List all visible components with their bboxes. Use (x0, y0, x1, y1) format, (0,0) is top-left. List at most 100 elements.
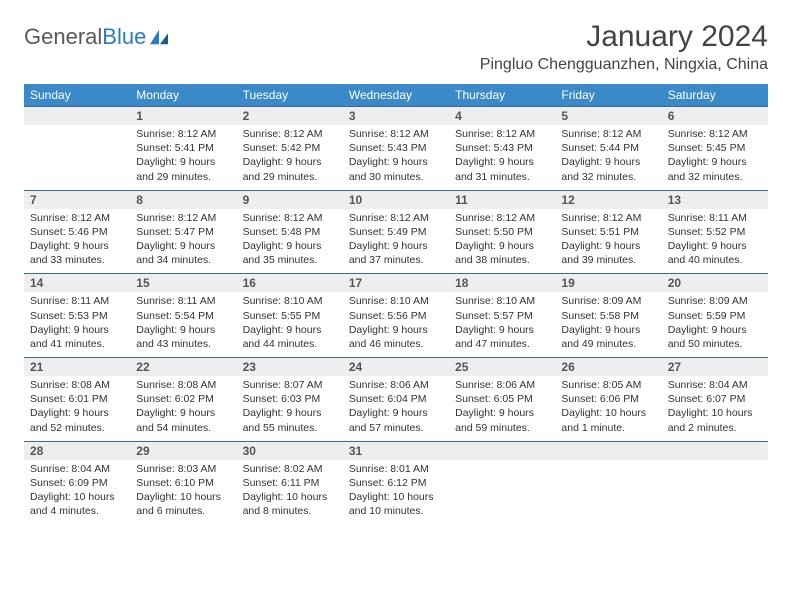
sunrise-label: Sunrise: 8:04 AM (30, 462, 124, 476)
logo-part2: Blue (102, 24, 146, 49)
daylight-label: Daylight: 10 hours and 2 minutes. (668, 406, 762, 434)
day-detail: Sunrise: 8:12 AMSunset: 5:41 PMDaylight:… (130, 125, 236, 190)
day-number: 26 (555, 358, 661, 376)
weekday-header: Friday (555, 84, 661, 106)
day-number: 5 (555, 107, 661, 125)
daylight-label: Daylight: 9 hours and 57 minutes. (349, 406, 443, 434)
sunset-label: Sunset: 5:49 PM (349, 225, 443, 239)
detail-row: Sunrise: 8:08 AMSunset: 6:01 PMDaylight:… (24, 376, 768, 441)
sunset-label: Sunset: 5:53 PM (30, 309, 124, 323)
daylight-label: Daylight: 9 hours and 32 minutes. (668, 155, 762, 183)
day-number: 31 (343, 442, 449, 460)
sunrise-label: Sunrise: 8:12 AM (668, 127, 762, 141)
daylight-label: Daylight: 9 hours and 52 minutes. (30, 406, 124, 434)
sunrise-label: Sunrise: 8:12 AM (136, 127, 230, 141)
day-number: 13 (662, 191, 768, 209)
location-label: Pingluo Chengguanzhen, Ningxia, China (480, 56, 768, 74)
sunset-label: Sunset: 6:04 PM (349, 392, 443, 406)
title-block: January 2024 Pingluo Chengguanzhen, Ning… (480, 20, 768, 74)
daylight-label: Daylight: 10 hours and 8 minutes. (243, 490, 337, 518)
sunrise-label: Sunrise: 8:11 AM (136, 294, 230, 308)
sunrise-label: Sunrise: 8:10 AM (243, 294, 337, 308)
day-number: 14 (24, 274, 130, 292)
sunrise-label: Sunrise: 8:12 AM (561, 211, 655, 225)
day-detail: Sunrise: 8:03 AMSunset: 6:10 PMDaylight:… (130, 460, 236, 525)
day-number: 29 (130, 442, 236, 460)
day-detail: Sunrise: 8:10 AMSunset: 5:56 PMDaylight:… (343, 292, 449, 357)
sunset-label: Sunset: 6:05 PM (455, 392, 549, 406)
weekday-header: Sunday (24, 84, 130, 106)
sunset-label: Sunset: 5:48 PM (243, 225, 337, 239)
sunset-label: Sunset: 5:43 PM (455, 141, 549, 155)
daylight-label: Daylight: 9 hours and 50 minutes. (668, 323, 762, 351)
day-detail: Sunrise: 8:12 AMSunset: 5:47 PMDaylight:… (130, 209, 236, 274)
detail-row: Sunrise: 8:12 AMSunset: 5:41 PMDaylight:… (24, 125, 768, 190)
header: GeneralBlue January 2024 Pingluo Chenggu… (24, 20, 768, 74)
sunset-label: Sunset: 5:44 PM (561, 141, 655, 155)
weeks-container: 123456Sunrise: 8:12 AMSunset: 5:41 PMDay… (24, 106, 768, 524)
day-detail: Sunrise: 8:08 AMSunset: 6:02 PMDaylight:… (130, 376, 236, 441)
sunrise-label: Sunrise: 8:11 AM (30, 294, 124, 308)
day-detail (555, 460, 661, 525)
sunset-label: Sunset: 5:50 PM (455, 225, 549, 239)
sunrise-label: Sunrise: 8:05 AM (561, 378, 655, 392)
sunrise-label: Sunrise: 8:06 AM (349, 378, 443, 392)
daylight-label: Daylight: 9 hours and 59 minutes. (455, 406, 549, 434)
day-number: 7 (24, 191, 130, 209)
day-detail: Sunrise: 8:10 AMSunset: 5:55 PMDaylight:… (237, 292, 343, 357)
sunrise-label: Sunrise: 8:08 AM (30, 378, 124, 392)
daynum-row: 14151617181920 (24, 273, 768, 292)
logo-sail-icon (148, 28, 170, 46)
sunrise-label: Sunrise: 8:09 AM (668, 294, 762, 308)
day-number: 15 (130, 274, 236, 292)
detail-row: Sunrise: 8:11 AMSunset: 5:53 PMDaylight:… (24, 292, 768, 357)
day-detail: Sunrise: 8:11 AMSunset: 5:53 PMDaylight:… (24, 292, 130, 357)
day-number (662, 442, 768, 460)
day-number: 11 (449, 191, 555, 209)
daynum-row: 123456 (24, 106, 768, 125)
sunrise-label: Sunrise: 8:08 AM (136, 378, 230, 392)
daylight-label: Daylight: 9 hours and 46 minutes. (349, 323, 443, 351)
day-detail: Sunrise: 8:12 AMSunset: 5:49 PMDaylight:… (343, 209, 449, 274)
day-number: 1 (130, 107, 236, 125)
day-number: 6 (662, 107, 768, 125)
detail-row: Sunrise: 8:12 AMSunset: 5:46 PMDaylight:… (24, 209, 768, 274)
sunset-label: Sunset: 6:01 PM (30, 392, 124, 406)
sunset-label: Sunset: 6:12 PM (349, 476, 443, 490)
sunrise-label: Sunrise: 8:10 AM (455, 294, 549, 308)
day-detail: Sunrise: 8:12 AMSunset: 5:45 PMDaylight:… (662, 125, 768, 190)
sunset-label: Sunset: 5:41 PM (136, 141, 230, 155)
sunset-label: Sunset: 5:45 PM (668, 141, 762, 155)
day-number (555, 442, 661, 460)
day-detail: Sunrise: 8:01 AMSunset: 6:12 PMDaylight:… (343, 460, 449, 525)
day-number: 19 (555, 274, 661, 292)
weekday-header: Saturday (662, 84, 768, 106)
day-number: 22 (130, 358, 236, 376)
sunrise-label: Sunrise: 8:12 AM (30, 211, 124, 225)
daynum-row: 21222324252627 (24, 357, 768, 376)
day-detail: Sunrise: 8:12 AMSunset: 5:48 PMDaylight:… (237, 209, 343, 274)
day-detail: Sunrise: 8:12 AMSunset: 5:43 PMDaylight:… (343, 125, 449, 190)
sunset-label: Sunset: 6:02 PM (136, 392, 230, 406)
sunrise-label: Sunrise: 8:04 AM (668, 378, 762, 392)
day-detail: Sunrise: 8:12 AMSunset: 5:44 PMDaylight:… (555, 125, 661, 190)
daylight-label: Daylight: 9 hours and 29 minutes. (243, 155, 337, 183)
sunrise-label: Sunrise: 8:12 AM (455, 211, 549, 225)
sunset-label: Sunset: 5:54 PM (136, 309, 230, 323)
sunrise-label: Sunrise: 8:12 AM (243, 211, 337, 225)
weekday-header-row: Sunday Monday Tuesday Wednesday Thursday… (24, 84, 768, 106)
detail-row: Sunrise: 8:04 AMSunset: 6:09 PMDaylight:… (24, 460, 768, 525)
sunrise-label: Sunrise: 8:10 AM (349, 294, 443, 308)
day-number: 21 (24, 358, 130, 376)
day-number: 20 (662, 274, 768, 292)
logo-part1: General (24, 24, 102, 49)
sunset-label: Sunset: 5:55 PM (243, 309, 337, 323)
sunset-label: Sunset: 6:06 PM (561, 392, 655, 406)
logo: GeneralBlue (24, 24, 170, 50)
daylight-label: Daylight: 9 hours and 40 minutes. (668, 239, 762, 267)
daylight-label: Daylight: 9 hours and 31 minutes. (455, 155, 549, 183)
sunrise-label: Sunrise: 8:03 AM (136, 462, 230, 476)
daylight-label: Daylight: 9 hours and 44 minutes. (243, 323, 337, 351)
daylight-label: Daylight: 9 hours and 30 minutes. (349, 155, 443, 183)
day-number: 30 (237, 442, 343, 460)
